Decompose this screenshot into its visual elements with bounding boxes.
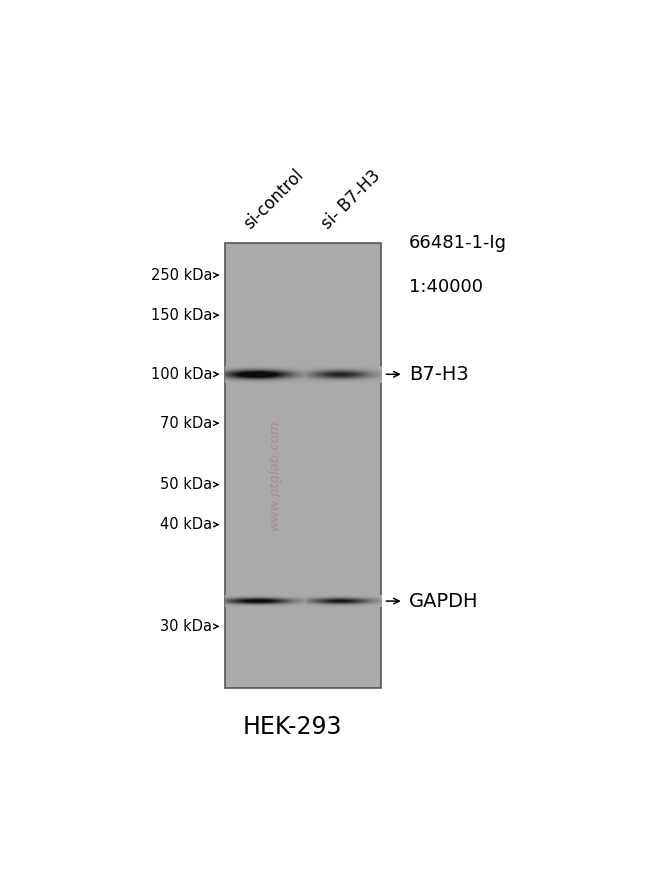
Text: 70 kDa: 70 kDa xyxy=(160,416,212,430)
Bar xyxy=(225,243,381,688)
Text: 100 kDa: 100 kDa xyxy=(151,367,212,382)
Text: HEK-293: HEK-293 xyxy=(243,715,343,738)
Text: 66481-1-Ig: 66481-1-Ig xyxy=(409,234,507,252)
Text: 40 kDa: 40 kDa xyxy=(160,517,212,532)
Text: GAPDH: GAPDH xyxy=(409,592,478,611)
Text: si-control: si-control xyxy=(240,166,307,233)
Text: 1:40000: 1:40000 xyxy=(409,278,483,296)
Text: B7-H3: B7-H3 xyxy=(409,365,469,384)
Text: www.ptglab.com: www.ptglab.com xyxy=(268,419,281,529)
Text: 250 kDa: 250 kDa xyxy=(151,268,212,283)
Text: 150 kDa: 150 kDa xyxy=(151,308,212,323)
Text: 50 kDa: 50 kDa xyxy=(160,477,212,492)
Text: si- B7-H3: si- B7-H3 xyxy=(318,167,384,233)
Text: 30 kDa: 30 kDa xyxy=(160,619,212,634)
